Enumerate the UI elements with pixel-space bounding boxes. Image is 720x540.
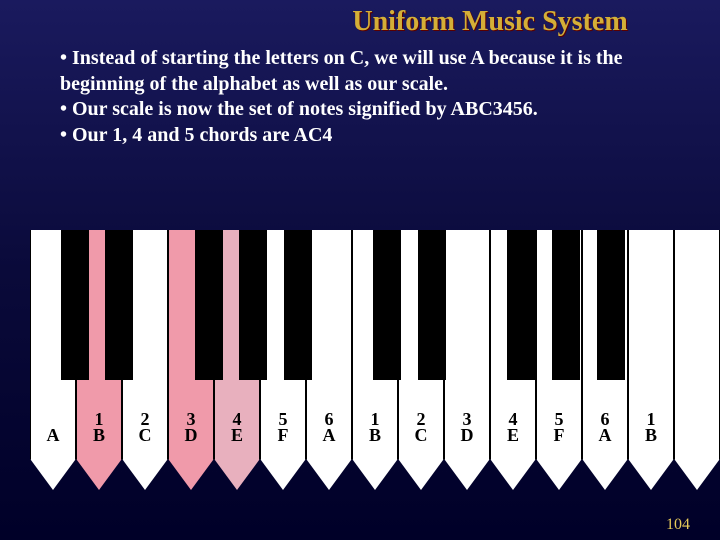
white-key: 6A <box>582 230 628 490</box>
key-letter-label: F <box>261 425 305 446</box>
piano-diagram: A1B2C3D4E5F6A1B2C3D4E5F6A1B <box>0 230 720 510</box>
white-key: 5F <box>260 230 306 490</box>
white-key: 4E <box>490 230 536 490</box>
white-key: 5F <box>536 230 582 490</box>
white-key: 3D <box>168 230 214 490</box>
key-letter-label: B <box>353 425 397 446</box>
white-key: 3D <box>444 230 490 490</box>
bullet-item: • Instead of starting the letters on C, … <box>60 46 640 97</box>
key-letter-label: D <box>445 425 489 446</box>
key-letter-label: B <box>629 425 673 446</box>
key-letter-label: F <box>537 425 581 446</box>
key-letter-label: C <box>399 425 443 446</box>
bullet-item: • Our scale is now the set of notes sign… <box>60 97 640 123</box>
page-number: 104 <box>666 516 690 534</box>
key-letter-label: D <box>169 425 213 446</box>
white-key: 2C <box>122 230 168 490</box>
key-letter-label: A <box>307 425 351 446</box>
white-key: 4E <box>214 230 260 490</box>
key-letter-label: A <box>31 425 75 446</box>
slide-title: Uniform Music System <box>0 0 720 38</box>
white-key <box>674 230 720 490</box>
white-key: 6A <box>306 230 352 490</box>
bullet-list: • Instead of starting the letters on C, … <box>0 38 720 148</box>
white-key: A <box>30 230 76 490</box>
key-letter-label: C <box>123 425 167 446</box>
white-key: 1B <box>628 230 674 490</box>
white-key: 2C <box>398 230 444 490</box>
key-letter-label: B <box>77 425 121 446</box>
key-letter-label: E <box>215 425 259 446</box>
white-keys-row: A1B2C3D4E5F6A1B2C3D4E5F6A1B <box>30 230 720 490</box>
key-letter-label: E <box>491 425 535 446</box>
bullet-item: • Our 1, 4 and 5 chords are AC4 <box>60 123 640 149</box>
white-key: 1B <box>76 230 122 490</box>
white-key: 1B <box>352 230 398 490</box>
key-letter-label: A <box>583 425 627 446</box>
